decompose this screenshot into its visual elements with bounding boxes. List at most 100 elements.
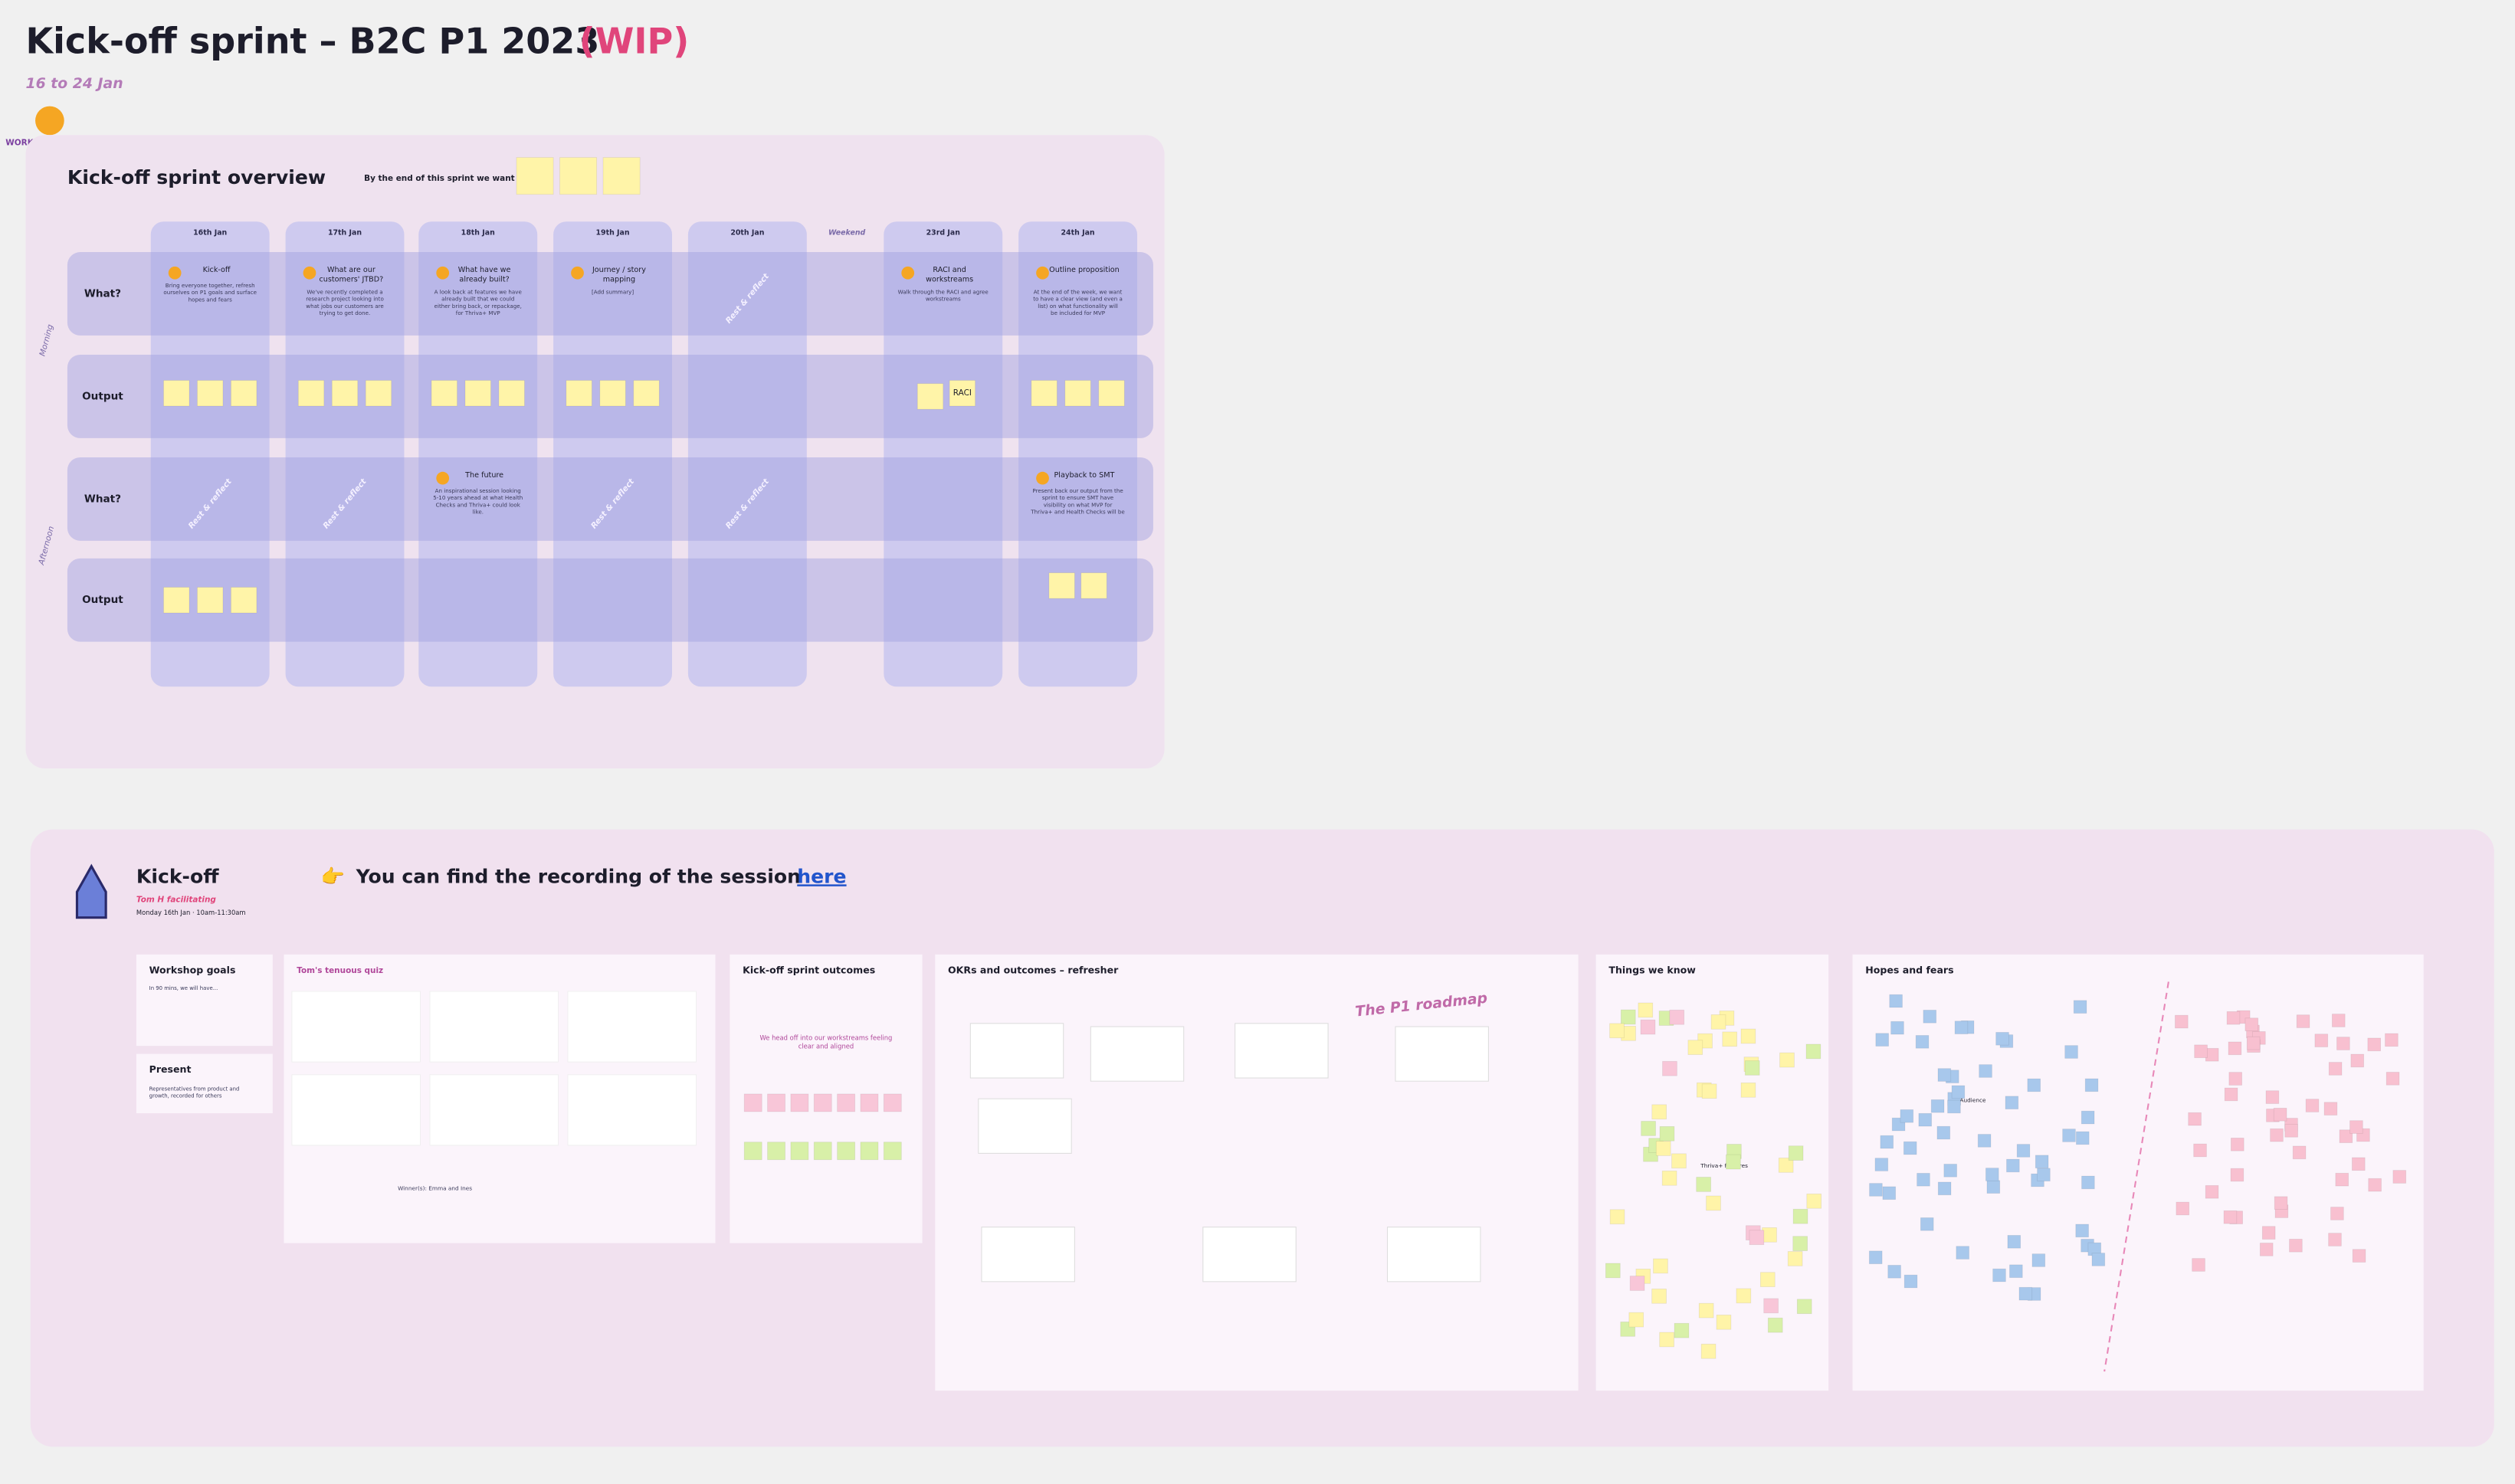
sticky-note xyxy=(1947,1099,1961,1114)
sticky-note xyxy=(602,157,641,195)
sticky-note xyxy=(1762,1227,1777,1243)
card-icon xyxy=(571,266,584,280)
sticky-note xyxy=(1951,1085,1966,1099)
sticky-note xyxy=(2328,1062,2343,1076)
sticky-note xyxy=(2323,1102,2338,1115)
sticky-note xyxy=(1806,1193,1822,1209)
sticky-note xyxy=(1763,1298,1779,1314)
sticky-note xyxy=(2314,1034,2329,1047)
sticky-note xyxy=(883,1142,902,1161)
sticky-note xyxy=(1930,1099,1945,1113)
sticky-note xyxy=(2261,1226,2276,1240)
sticky-note xyxy=(1706,1195,1721,1211)
card-icon xyxy=(303,266,316,280)
sticky-note xyxy=(1671,1153,1687,1169)
sticky-note xyxy=(197,380,224,407)
sticky-note xyxy=(2224,1087,2238,1102)
sticky-note xyxy=(1890,1020,1904,1035)
day-label: Weekend xyxy=(828,228,866,237)
card-text: Kick-off xyxy=(203,266,231,274)
sticky-note xyxy=(1640,1019,1656,1035)
sticky-note xyxy=(860,1142,879,1161)
quiz-card xyxy=(429,1074,559,1146)
card-icon xyxy=(168,266,182,280)
sticky-note xyxy=(2228,1072,2243,1086)
sticky-note xyxy=(2368,1178,2382,1192)
generated-layer: 16th Jan 17th Jan 18th Jan 19th Jan 20th Jan… xyxy=(37,157,2424,1391)
sticky-note xyxy=(464,380,491,407)
thumbnail xyxy=(1387,1227,1481,1283)
quiz-card xyxy=(429,991,559,1063)
card-icon xyxy=(436,471,450,485)
sticky-note xyxy=(2339,1129,2353,1143)
sticky-note xyxy=(1923,1010,1937,1024)
day-label: 16th Jan xyxy=(193,228,227,237)
sticky-note xyxy=(1985,1168,1999,1181)
sticky-note xyxy=(1716,1314,1732,1330)
card-icon xyxy=(1036,266,1049,280)
sticky-note xyxy=(1048,572,1075,599)
sticky-note xyxy=(1638,1002,1654,1018)
quiz-card xyxy=(567,1074,697,1146)
row-band xyxy=(67,457,1153,541)
sticky-note xyxy=(1696,1177,1711,1192)
sticky-note xyxy=(2075,1224,2089,1238)
sticky-note xyxy=(1629,1276,1645,1291)
sticky-note xyxy=(2270,1128,2284,1142)
sticky-note xyxy=(883,1093,902,1112)
frame xyxy=(935,954,1579,1391)
thumbnail xyxy=(1395,1026,1489,1082)
sticky-note xyxy=(2027,1078,2041,1093)
thumbnail xyxy=(1235,1023,1329,1079)
card-icon xyxy=(1036,471,1049,485)
day-column xyxy=(687,221,807,687)
rocket-icon xyxy=(75,863,107,919)
sticky-note xyxy=(599,380,626,407)
recording-link[interactable]: here xyxy=(797,865,846,887)
sticky-note xyxy=(2367,1037,2382,1052)
sticky-note xyxy=(1792,1208,1808,1224)
goal-prompt: By the end of this sprint we want to: xyxy=(364,174,530,183)
sticky-note xyxy=(2075,1131,2090,1145)
quiz-card xyxy=(567,991,697,1063)
card-text: Outline proposition xyxy=(1049,266,1120,274)
sticky-note xyxy=(1740,1028,1756,1044)
sticky-note xyxy=(1759,1272,1776,1287)
frame-title: OKRs and outcomes – refresher xyxy=(948,964,1119,975)
frame xyxy=(136,1053,273,1114)
sticky-note xyxy=(1722,1031,1738,1047)
sticky-note xyxy=(1875,1033,1889,1047)
card-text: Thriva+ features xyxy=(1700,1162,1748,1169)
sticky-note xyxy=(2176,1201,2190,1216)
sticky-note xyxy=(566,380,592,407)
sticky-note xyxy=(163,587,190,614)
sticky-note xyxy=(1874,1158,1889,1171)
sticky-note xyxy=(1788,1145,1804,1161)
sticky-note xyxy=(2037,1168,2051,1182)
sticky-note xyxy=(1698,1302,1714,1319)
sticky-note xyxy=(1651,1104,1667,1120)
frame xyxy=(136,954,273,1047)
sticky-note xyxy=(365,380,392,407)
sticky-note xyxy=(1882,1186,1897,1201)
sticky-note xyxy=(2007,1234,2022,1249)
sticky-note xyxy=(1700,1343,1717,1359)
sticky-note xyxy=(2259,1243,2274,1256)
sticky-note xyxy=(1903,1141,1917,1155)
card-text: What are our customers' JTBD? xyxy=(320,266,384,284)
sticky-note xyxy=(197,587,224,614)
sticky-note xyxy=(1655,1141,1671,1156)
card-text: Bring everyone together, refresh ourselve… xyxy=(163,282,257,303)
day-column xyxy=(553,221,673,687)
day-column xyxy=(1018,221,1138,687)
sticky-note xyxy=(1868,1250,1883,1265)
day-label: 23rd Jan xyxy=(926,228,960,237)
sticky-note xyxy=(1609,1023,1625,1039)
sticky-note xyxy=(1687,1040,1703,1055)
sticky-note xyxy=(2192,1258,2205,1272)
card-text: In 90 mins, we will have... xyxy=(149,985,218,991)
sticky-note xyxy=(1792,1236,1808,1251)
sticky-note xyxy=(1662,1060,1677,1076)
sticky-note xyxy=(431,380,457,407)
sticky-note xyxy=(2289,1238,2303,1253)
